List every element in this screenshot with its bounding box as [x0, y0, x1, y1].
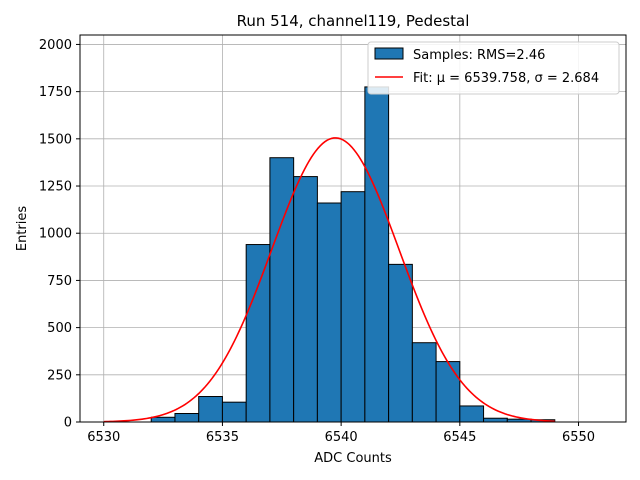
histogram-bar: [293, 176, 318, 423]
legend: Samples: RMS=2.46 Fit: μ = 6539.758, σ =…: [367, 41, 620, 95]
x-tick-label: 6535: [206, 430, 239, 445]
x-axis-ticks: 6530 6535 6540 6545 6550: [87, 422, 595, 445]
y-tick-label: 500: [47, 321, 72, 336]
histogram-bar: [435, 361, 461, 423]
y-axis-ticks: 0 250 500 750 1000 1250 1500 1750 2000: [39, 38, 80, 431]
histogram-bar: [245, 244, 271, 423]
histogram-bars: [150, 86, 556, 423]
y-tick-label: 1500: [39, 132, 72, 147]
y-tick-label: 1250: [39, 180, 72, 195]
y-tick-label: 1000: [39, 227, 72, 242]
y-tick-label: 2000: [39, 38, 72, 53]
histogram-bar: [364, 86, 390, 423]
histogram-bar: [174, 413, 200, 423]
x-tick-label: 6550: [562, 430, 595, 445]
histogram-bar: [150, 416, 176, 423]
histogram-bar: [269, 157, 295, 423]
x-tick-label: 6540: [325, 430, 358, 445]
histogram-bar: [388, 263, 413, 423]
y-tick-label: 250: [47, 368, 72, 383]
plot-frame: [79, 34, 627, 423]
histogram-bar: [340, 191, 366, 423]
histogram-bar: [483, 417, 508, 423]
y-tick-label: 1750: [39, 85, 72, 100]
histogram-bar: [459, 405, 485, 423]
histogram-bar: [221, 401, 247, 423]
histogram-bar: [411, 342, 437, 423]
fit-curve: [103, 137, 555, 423]
chart-title: Run 514, channel119, Pedestal: [237, 12, 470, 30]
y-axis-label: Entries: [15, 206, 30, 252]
x-tick-label: 6530: [87, 430, 120, 445]
y-tick-label: 0: [64, 416, 72, 431]
histogram-bar: [198, 396, 223, 423]
y-tick-label: 750: [47, 274, 72, 289]
legend-samples-label: Samples: RMS=2.46: [413, 48, 545, 63]
legend-fit-label: Fit: μ = 6539.758, σ = 2.684: [413, 71, 599, 86]
legend-samples-swatch: [374, 47, 404, 60]
x-axis-label: ADC Counts: [314, 451, 392, 466]
x-tick-label: 6545: [443, 430, 476, 445]
histogram-bar: [316, 202, 342, 423]
legend-box: [367, 41, 620, 95]
